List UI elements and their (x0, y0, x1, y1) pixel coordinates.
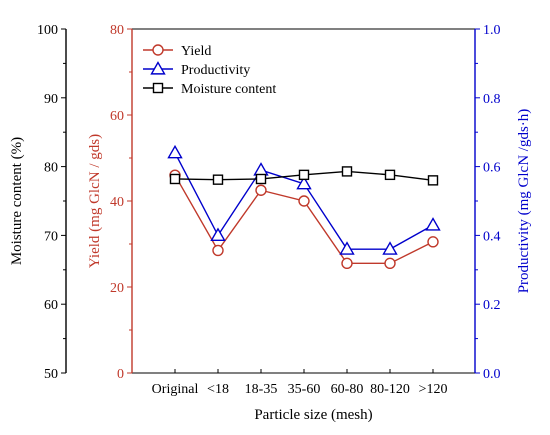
x-tick-label: Original (152, 382, 199, 397)
x-tick-label: 18-35 (245, 382, 278, 397)
x-tick-label: <18 (207, 382, 229, 397)
moisture-content-point (341, 166, 353, 177)
moisture-content-point (427, 175, 439, 186)
moisture-content-point (255, 173, 267, 185)
x-tick-label: >120 (419, 382, 448, 397)
outer_left-tick-label: 60 (44, 298, 58, 313)
right-tick-label: 1.0 (483, 23, 501, 38)
yield-point (384, 257, 396, 270)
axes-layer: 50 60 70 80 90 100 Moisture content (%) 0 20 40 60… (9, 23, 532, 423)
legend-yield-marker (152, 44, 164, 56)
outer_left-tick-label: 70 (44, 229, 58, 244)
legend-productivity-marker (150, 61, 166, 75)
right-tick-label: 0.6 (483, 161, 501, 176)
legend-moisture-content-marker (152, 82, 164, 94)
yield-point (255, 184, 267, 196)
yield-point (298, 195, 310, 207)
inner_left-tick-label: 60 (110, 109, 124, 124)
productivity-point (339, 241, 355, 255)
outer_left-axis-label: Moisture content (%) (9, 137, 25, 265)
series-layer (167, 144, 441, 270)
inner_left-tick-label: 0 (117, 367, 124, 382)
x-tick-label: 80-120 (370, 382, 410, 397)
yield-point (341, 257, 353, 270)
moisture-content-point (169, 173, 181, 185)
legend-productivity-label: Productivity (181, 63, 250, 78)
inner_left-tick-label: 20 (110, 281, 124, 296)
right-tick-label: 0.4 (483, 229, 501, 244)
productivity-point (296, 175, 312, 190)
inner_left-tick-label: 80 (110, 23, 124, 38)
legend-moisture-content-label: Moisture content (181, 82, 276, 97)
inner_left-tick-label: 40 (110, 195, 124, 210)
productivity-point (382, 241, 398, 255)
right-tick-label: 0.0 (483, 367, 501, 382)
x-tick-label: 60-80 (331, 382, 364, 397)
legend: Yield Productivity Moisture content (143, 44, 276, 97)
productivity-point (210, 227, 226, 241)
outer_left-tick-label: 100 (37, 23, 58, 38)
outer_left-tick-label: 80 (44, 161, 58, 176)
moisture-content-point (298, 169, 310, 181)
right-axis-label: Productivity (mg GlcN /gds·h) (516, 109, 532, 294)
outer_left-tick-label: 90 (44, 92, 58, 107)
outer_left-tick-label: 50 (44, 367, 58, 382)
productivity-point (253, 162, 269, 176)
right-tick-label: 0.8 (483, 92, 501, 107)
right-tick-label: 0.2 (483, 298, 501, 313)
legend-yield-label: Yield (181, 44, 211, 59)
x-tick-label: 35-60 (288, 382, 321, 397)
moisture-content-point (384, 169, 396, 181)
moisture-content-point (212, 174, 224, 185)
productivity-point (425, 217, 441, 231)
x-axis-label: Particle size (mesh) (254, 407, 372, 423)
yield-point (427, 236, 439, 248)
productivity-point (167, 144, 183, 159)
inner_left-axis-label: Yield (mg GlcN / gds) (87, 134, 103, 268)
yield-point (212, 244, 224, 257)
